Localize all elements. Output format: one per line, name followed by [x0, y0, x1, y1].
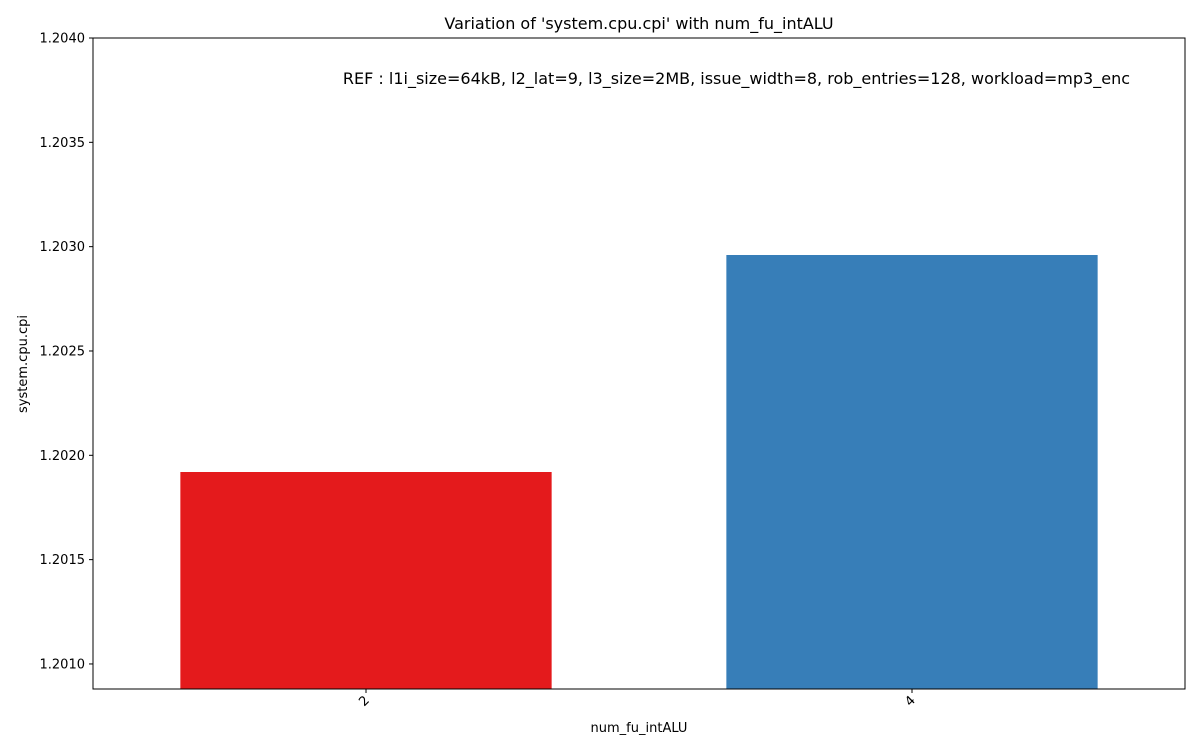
y-tick-label-1.2020: 1.2020: [40, 449, 86, 464]
bar-2: [180, 472, 552, 689]
y-tick-label-1.2010: 1.2010: [40, 657, 86, 672]
bars-layer: [180, 255, 1098, 689]
x-axis-label: num_fu_intALU: [591, 721, 688, 736]
y-tick-label-1.2025: 1.2025: [40, 344, 86, 359]
y-tick-label-1.2035: 1.2035: [40, 136, 86, 151]
y-axis-label: system.cpu.cpi: [16, 315, 31, 413]
chart-title: Variation of 'system.cpu.cpi' with num_f…: [444, 14, 833, 34]
y-tick-label-1.2015: 1.2015: [40, 553, 86, 568]
y-tick-label-1.2030: 1.2030: [40, 240, 86, 255]
plot-frame: [92, 37, 1186, 690]
bar-4: [726, 255, 1098, 689]
y-axis: 1.2010 1.2015 1.2020 1.2025 1.2030 1.2035 1.20…: [40, 32, 93, 672]
reference-annotation: REF : l1i_size=64kB, l2_lat=9, l3_size=2…: [343, 69, 1130, 89]
y-tick-label-1.2040: 1.2040: [40, 32, 86, 47]
